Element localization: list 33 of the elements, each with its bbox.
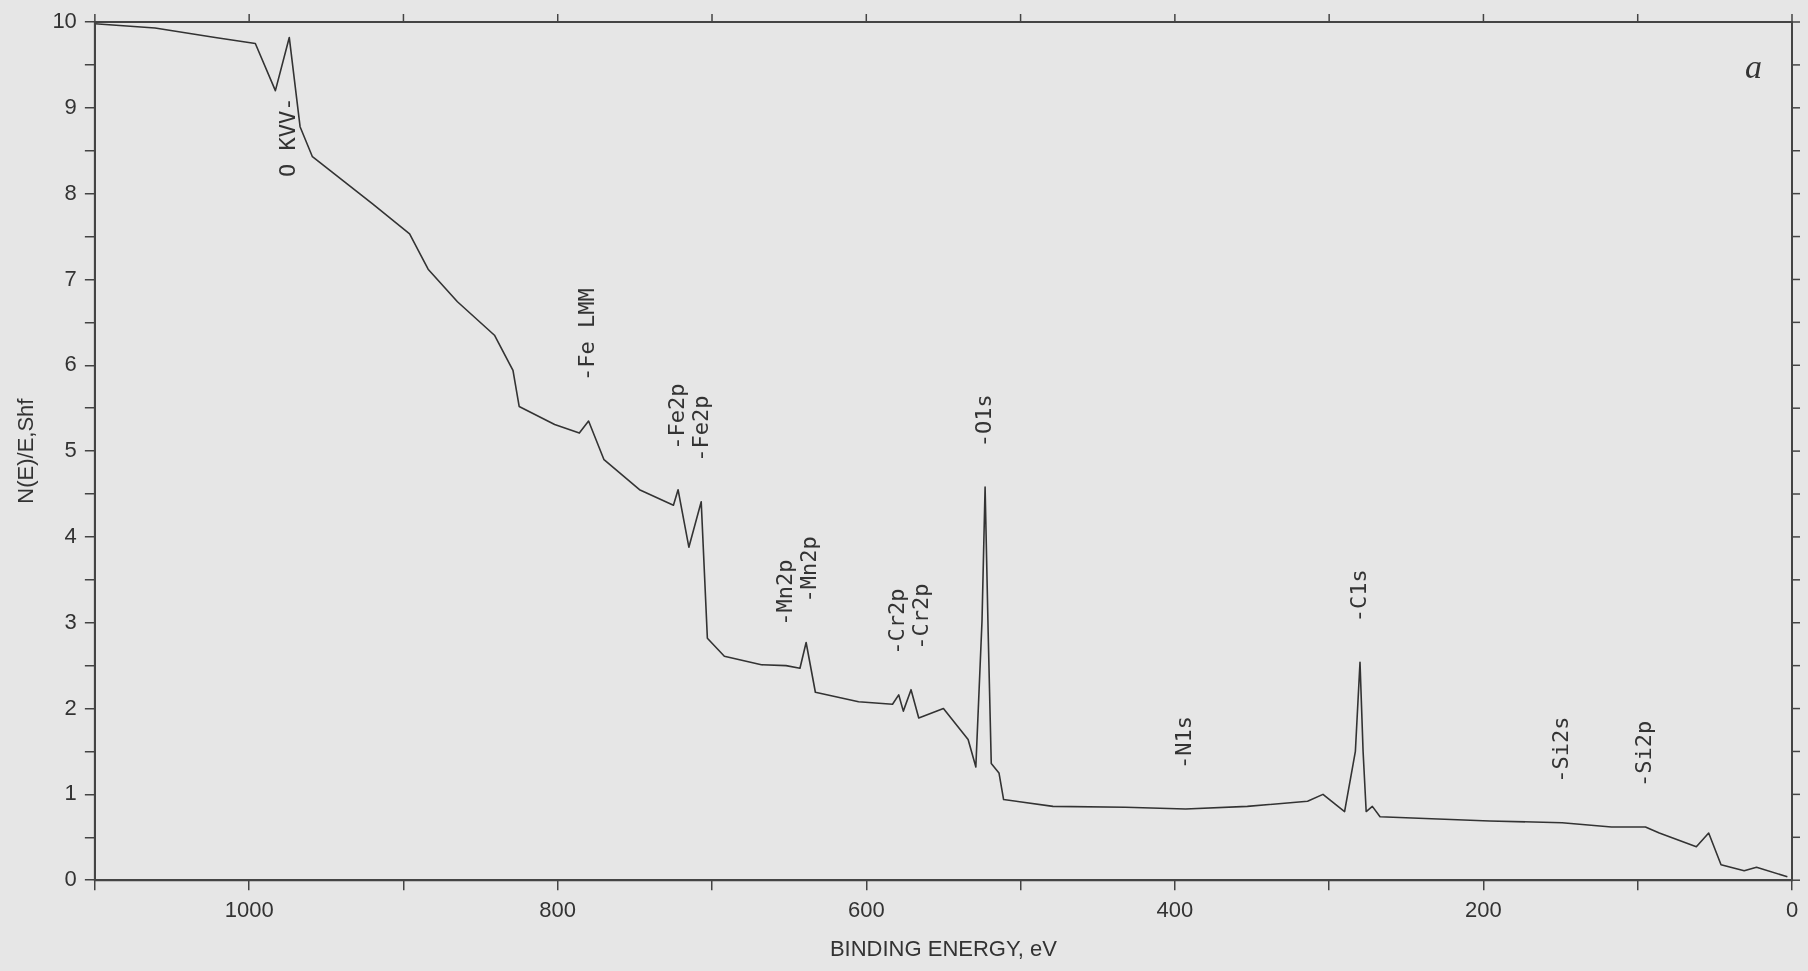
annotation: -C1s bbox=[1345, 569, 1371, 623]
annotation: O KVV- bbox=[274, 97, 300, 177]
y-tick-label: 7 bbox=[64, 265, 77, 291]
annotation: -Cr2p bbox=[884, 588, 910, 655]
x-axis-title: BINDING ENERGY, eV bbox=[829, 935, 1058, 961]
y-tick-label: 0 bbox=[64, 866, 77, 892]
x-tick-label: 800 bbox=[539, 897, 577, 923]
y-tick-label: 5 bbox=[64, 437, 77, 463]
annotation: -Mn2p bbox=[771, 559, 797, 626]
annotation: -O1s bbox=[970, 394, 996, 448]
y-tick-label: 9 bbox=[64, 93, 77, 119]
y-tick-label: 8 bbox=[64, 179, 77, 205]
x-tick-label: 600 bbox=[847, 897, 885, 923]
x-tick-label: 200 bbox=[1465, 897, 1502, 923]
annotation: -Fe2p bbox=[663, 383, 689, 450]
y-tick-label: 3 bbox=[64, 608, 77, 634]
annotation: -Mn2p bbox=[795, 536, 821, 603]
annotation: -Si2s bbox=[1547, 716, 1573, 783]
annotation: -Fe LMM bbox=[574, 288, 600, 382]
annotation: -Si2p bbox=[1631, 720, 1657, 787]
y-tick-label: 10 bbox=[52, 8, 77, 34]
x-tick-label: 400 bbox=[1156, 897, 1194, 923]
annotation: -Cr2p bbox=[908, 583, 934, 650]
y-tick-label: 1 bbox=[64, 780, 77, 806]
y-axis-title: N(E)/E,Shf bbox=[13, 397, 39, 504]
x-tick-label: 1000 bbox=[224, 897, 274, 923]
annotation: a bbox=[1745, 47, 1762, 85]
annotation: -Fe2p bbox=[687, 395, 713, 462]
x-tick-label: 0 bbox=[1785, 897, 1799, 923]
y-tick-label: 6 bbox=[64, 351, 77, 377]
y-tick-label: 4 bbox=[64, 522, 77, 548]
y-tick-label: 2 bbox=[64, 694, 77, 720]
annotation: -N1s bbox=[1171, 715, 1197, 769]
